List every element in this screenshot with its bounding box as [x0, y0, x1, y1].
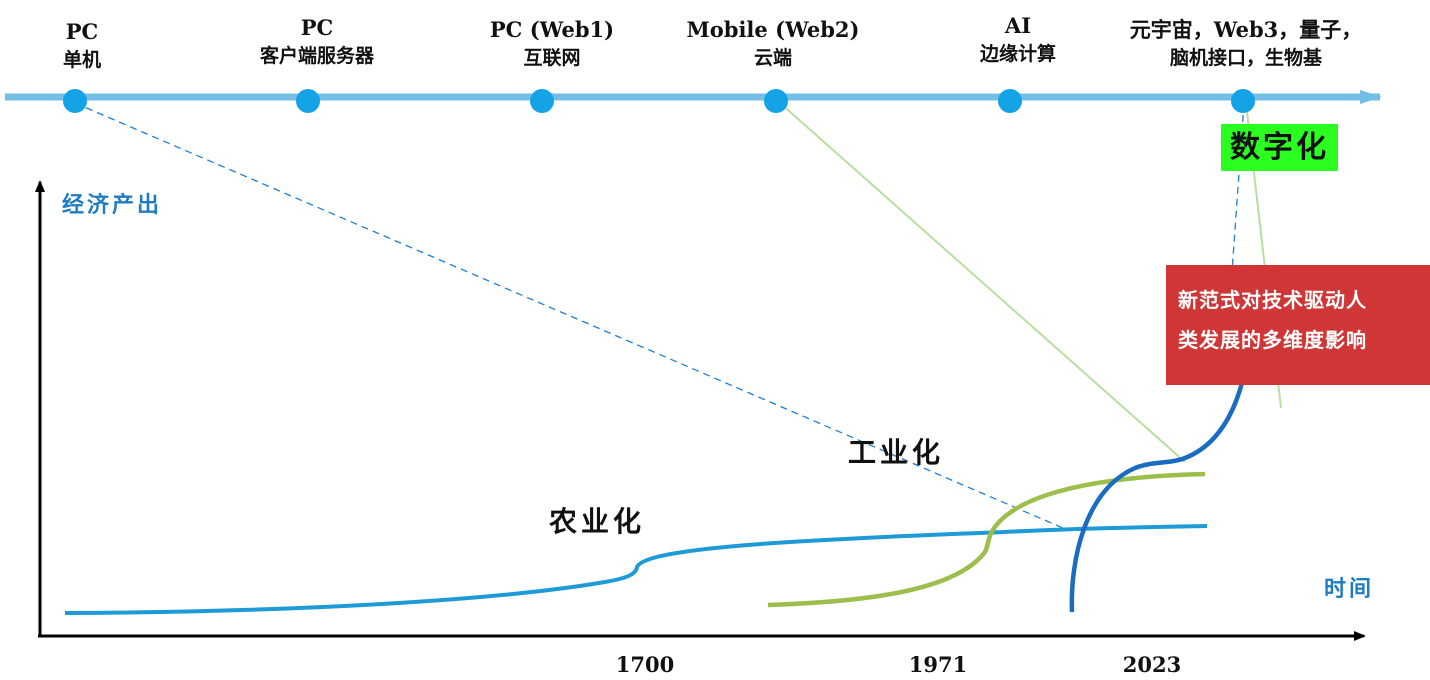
industrial-curve [767, 471, 1206, 608]
era-label-ai: AI 边缘计算 [979, 13, 1057, 65]
connector-mobile-to-industrial [779, 102, 1186, 463]
digital-stage-badge: 数字化 [1221, 124, 1338, 171]
x-tick-1700: 1700 [615, 652, 675, 677]
x-tick-1971: 1971 [908, 652, 968, 677]
timeline-dot-ai [998, 89, 1022, 113]
y-axis-label: 经济产出 [62, 192, 163, 218]
connector-ai-to-digital-dashed [1229, 102, 1245, 301]
timeline-dot-pc-client-server [296, 89, 320, 113]
timeline-dot-web2 [764, 89, 788, 113]
impact-line-2: 类发展的多维度影响 [1178, 328, 1367, 352]
digital-curve [1069, 329, 1253, 613]
x-axis-label: 时间 [1324, 576, 1375, 602]
timeline-dot-pc-standalone [63, 89, 87, 113]
era-label-pc-client-server: PC 客户端服务器 [259, 15, 375, 67]
era-label-pc-standalone: PC 单机 [62, 19, 102, 71]
industrial-stage-label: 工业化 [848, 436, 945, 469]
timeline-dot-metaverse [1231, 89, 1255, 113]
impact-line-1: 新范式对技术驱动人 [1178, 288, 1367, 312]
agriculture-stage-label: 农业化 [549, 505, 646, 538]
agriculture-curve [64, 524, 1208, 615]
era-label-web2: Mobile (Web2) 云端 [686, 17, 860, 69]
impact-callout: 新范式对技术驱动人 类发展的多维度影响 [1166, 265, 1430, 385]
era-label-metaverse: 元宇宙，Web3，量子， 脑机接口，生物基 [1129, 17, 1363, 69]
timeline-dot-web1 [530, 89, 554, 113]
era-label-web1: PC (Web1) 互联网 [489, 17, 615, 69]
x-tick-2023: 2023 [1122, 652, 1182, 677]
